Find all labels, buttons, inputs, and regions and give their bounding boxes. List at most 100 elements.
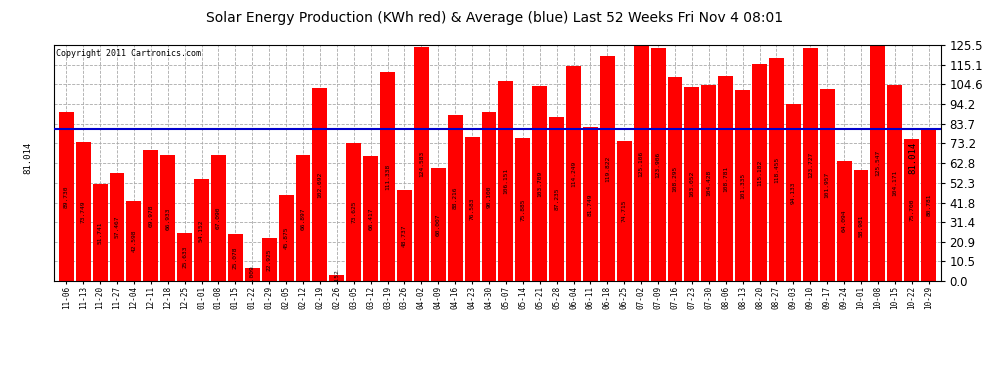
Bar bbox=[499, 81, 514, 281]
Bar bbox=[330, 275, 345, 281]
Text: 45.875: 45.875 bbox=[283, 227, 289, 249]
Bar bbox=[93, 184, 108, 281]
Text: 102.692: 102.692 bbox=[318, 171, 323, 198]
Bar bbox=[464, 137, 479, 281]
Text: 123.906: 123.906 bbox=[655, 152, 660, 178]
Text: 25.633: 25.633 bbox=[182, 246, 187, 268]
Text: 22.925: 22.925 bbox=[266, 248, 271, 271]
Bar bbox=[533, 86, 547, 281]
Bar bbox=[447, 115, 462, 281]
Text: 57.467: 57.467 bbox=[115, 216, 120, 238]
Text: 25.078: 25.078 bbox=[233, 246, 238, 269]
Text: 75.700: 75.700 bbox=[909, 199, 914, 221]
Text: 75.885: 75.885 bbox=[521, 199, 526, 221]
Text: 101.957: 101.957 bbox=[825, 172, 830, 198]
Bar bbox=[820, 89, 835, 281]
Text: 108.295: 108.295 bbox=[672, 166, 677, 192]
Text: 66.933: 66.933 bbox=[165, 207, 170, 230]
Text: 76.583: 76.583 bbox=[469, 198, 474, 220]
Bar bbox=[803, 48, 818, 281]
Text: 118.455: 118.455 bbox=[774, 157, 779, 183]
Text: 119.822: 119.822 bbox=[605, 155, 610, 182]
Bar bbox=[769, 58, 784, 281]
Bar bbox=[431, 168, 446, 281]
Text: 58.981: 58.981 bbox=[858, 214, 863, 237]
Text: 48.737: 48.737 bbox=[402, 224, 407, 247]
Bar bbox=[617, 141, 632, 281]
Bar bbox=[719, 76, 734, 281]
Text: 104.171: 104.171 bbox=[892, 170, 897, 196]
Text: 51.741: 51.741 bbox=[98, 221, 103, 244]
Text: 7.009: 7.009 bbox=[249, 265, 254, 284]
Text: 124.583: 124.583 bbox=[419, 151, 424, 177]
Text: 64.094: 64.094 bbox=[842, 210, 846, 232]
Text: 66.897: 66.897 bbox=[301, 207, 306, 230]
Text: 88.216: 88.216 bbox=[452, 187, 457, 210]
Bar bbox=[194, 179, 209, 281]
Bar bbox=[786, 104, 801, 281]
Bar bbox=[397, 189, 412, 281]
Text: 111.338: 111.338 bbox=[385, 164, 390, 190]
Text: 42.598: 42.598 bbox=[132, 230, 137, 252]
Text: 67.090: 67.090 bbox=[216, 207, 221, 230]
Bar bbox=[261, 238, 276, 281]
Text: 66.417: 66.417 bbox=[368, 207, 373, 230]
Bar bbox=[481, 112, 496, 281]
Text: 73.749: 73.749 bbox=[81, 201, 86, 223]
Bar bbox=[870, 45, 885, 281]
Bar bbox=[634, 46, 648, 281]
Bar bbox=[76, 142, 91, 281]
Bar bbox=[549, 117, 564, 281]
Bar bbox=[516, 138, 531, 281]
Bar bbox=[904, 139, 919, 281]
Text: 73.625: 73.625 bbox=[351, 201, 356, 223]
Text: Copyright 2011 Cartronics.com: Copyright 2011 Cartronics.com bbox=[56, 48, 201, 57]
Text: 104.428: 104.428 bbox=[706, 170, 712, 196]
Bar bbox=[127, 201, 142, 281]
Text: 81.749: 81.749 bbox=[588, 193, 593, 216]
Text: 103.709: 103.709 bbox=[538, 171, 543, 197]
Text: 54.152: 54.152 bbox=[199, 219, 204, 242]
Bar bbox=[346, 142, 361, 281]
Text: 114.249: 114.249 bbox=[571, 160, 576, 187]
Text: 87.235: 87.235 bbox=[554, 188, 559, 210]
Bar bbox=[313, 88, 328, 281]
Text: 106.151: 106.151 bbox=[504, 168, 509, 195]
Bar bbox=[701, 85, 717, 281]
Text: 81.014: 81.014 bbox=[23, 141, 33, 174]
Text: 80.781: 80.781 bbox=[927, 194, 932, 216]
Bar bbox=[278, 195, 294, 281]
Bar bbox=[144, 150, 158, 281]
Bar bbox=[363, 156, 378, 281]
Text: 74.715: 74.715 bbox=[622, 200, 627, 222]
Bar bbox=[887, 85, 902, 281]
Text: 60.007: 60.007 bbox=[436, 213, 441, 236]
Bar bbox=[58, 112, 73, 281]
Bar bbox=[296, 155, 311, 281]
Text: 101.335: 101.335 bbox=[741, 173, 745, 199]
Bar bbox=[837, 160, 851, 281]
Text: Solar Energy Production (KWh red) & Average (blue) Last 52 Weeks Fri Nov 4 08:01: Solar Energy Production (KWh red) & Aver… bbox=[207, 11, 783, 25]
Text: 69.978: 69.978 bbox=[148, 204, 153, 226]
Bar bbox=[160, 155, 175, 281]
Text: 103.052: 103.052 bbox=[689, 171, 694, 197]
Text: 115.182: 115.182 bbox=[757, 160, 762, 186]
Bar bbox=[684, 87, 699, 281]
Bar bbox=[922, 129, 937, 281]
Bar bbox=[110, 173, 125, 281]
Bar bbox=[600, 56, 615, 281]
Bar bbox=[736, 90, 750, 281]
Bar bbox=[752, 64, 767, 281]
Text: 123.727: 123.727 bbox=[808, 152, 813, 178]
Bar bbox=[566, 66, 581, 281]
Text: 94.133: 94.133 bbox=[791, 182, 796, 204]
Text: 125.106: 125.106 bbox=[639, 150, 644, 177]
Text: 81.014: 81.014 bbox=[908, 141, 918, 174]
Bar bbox=[380, 72, 395, 281]
Bar bbox=[228, 234, 243, 281]
Bar bbox=[853, 170, 868, 281]
Bar bbox=[211, 155, 226, 281]
Bar bbox=[414, 47, 429, 281]
Bar bbox=[650, 48, 665, 281]
Bar bbox=[245, 268, 259, 281]
